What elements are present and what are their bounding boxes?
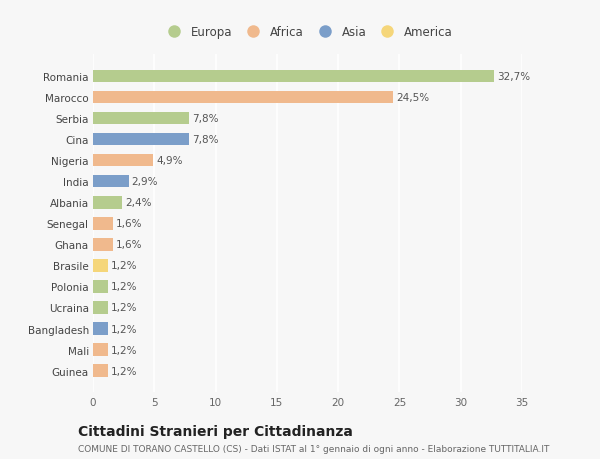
Text: 1,2%: 1,2% bbox=[111, 366, 137, 376]
Text: Cittadini Stranieri per Cittadinanza: Cittadini Stranieri per Cittadinanza bbox=[78, 425, 353, 438]
Text: 1,2%: 1,2% bbox=[111, 303, 137, 313]
Bar bbox=[93, 259, 108, 272]
Bar bbox=[93, 91, 394, 104]
Text: 1,2%: 1,2% bbox=[111, 282, 137, 292]
Bar bbox=[93, 302, 108, 314]
Bar bbox=[93, 112, 188, 125]
Text: COMUNE DI TORANO CASTELLO (CS) - Dati ISTAT al 1° gennaio di ogni anno - Elabora: COMUNE DI TORANO CASTELLO (CS) - Dati IS… bbox=[78, 444, 550, 453]
Text: 7,8%: 7,8% bbox=[191, 135, 218, 145]
Text: 1,6%: 1,6% bbox=[116, 219, 142, 229]
Text: 2,4%: 2,4% bbox=[125, 198, 152, 208]
Bar bbox=[93, 239, 113, 251]
Bar bbox=[93, 343, 108, 356]
Text: 1,2%: 1,2% bbox=[111, 324, 137, 334]
Text: 7,8%: 7,8% bbox=[191, 114, 218, 124]
Text: 1,2%: 1,2% bbox=[111, 345, 137, 355]
Text: 4,9%: 4,9% bbox=[156, 156, 182, 166]
Bar bbox=[93, 154, 153, 167]
Text: 32,7%: 32,7% bbox=[497, 72, 530, 82]
Bar bbox=[93, 134, 188, 146]
Bar bbox=[93, 175, 128, 188]
Text: 1,2%: 1,2% bbox=[111, 261, 137, 271]
Bar bbox=[93, 323, 108, 335]
Bar bbox=[93, 364, 108, 377]
Text: 2,9%: 2,9% bbox=[131, 177, 158, 187]
Legend: Europa, Africa, Asia, America: Europa, Africa, Asia, America bbox=[160, 24, 455, 42]
Bar bbox=[93, 196, 122, 209]
Text: 24,5%: 24,5% bbox=[397, 93, 430, 103]
Text: 1,6%: 1,6% bbox=[116, 240, 142, 250]
Bar bbox=[93, 70, 494, 83]
Bar bbox=[93, 218, 113, 230]
Bar bbox=[93, 280, 108, 293]
